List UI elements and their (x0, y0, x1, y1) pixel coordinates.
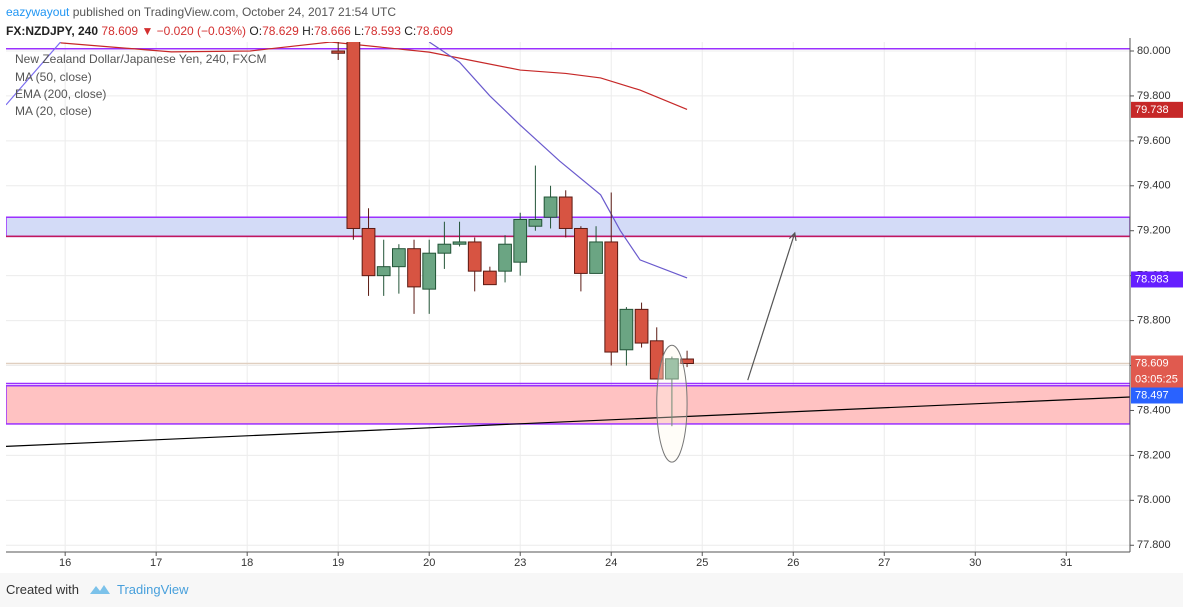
trendline (6, 396, 1130, 448)
candle-body (619, 308, 634, 351)
ohlc-label: H: (302, 24, 315, 38)
candle-body (391, 248, 406, 268)
candle-body (331, 50, 346, 54)
y-tick-label: 79.400 (1137, 180, 1171, 192)
candle-body (346, 42, 361, 229)
author[interactable]: eazywayout (6, 5, 70, 19)
price-label: 78.983 (1135, 273, 1169, 285)
legend-entry: MA (50, close) (15, 70, 92, 84)
footer: Created with TradingView (0, 573, 1183, 607)
candle-body (528, 218, 543, 227)
price-label-bg (1131, 355, 1183, 372)
ohlc-value: 78.629 (262, 24, 299, 38)
candle-body (407, 248, 421, 288)
candle-body (376, 266, 391, 277)
price-label-bg (1131, 101, 1183, 118)
x-tick-label: 23 (514, 557, 526, 569)
footer-brand[interactable]: TradingView (117, 582, 189, 597)
legend-entry: MA (20, close) (15, 104, 92, 118)
y-tick-label: 79.600 (1137, 135, 1171, 147)
x-tick-label: 24 (605, 557, 617, 569)
ohlc: O:78.629 H:78.666 L:78.593 C:78.609 (249, 24, 453, 38)
y-tick-label: 79.200 (1137, 225, 1171, 237)
chart-title: New Zealand Dollar/Japanese Yen, 240, FX… (15, 52, 266, 66)
change: ▼ −0.020 (−0.03%) (141, 24, 247, 38)
candle-body (361, 227, 376, 277)
price-label-bg (1131, 387, 1183, 404)
candle-body (513, 218, 528, 263)
ohlc-value: 78.593 (364, 24, 401, 38)
highlight-ellipse (656, 344, 688, 463)
x-tick-label: 31 (1060, 557, 1072, 569)
header: eazywayout published on TradingView.com,… (6, 3, 453, 41)
arrow (747, 233, 795, 381)
countdown-bg (1131, 371, 1183, 388)
candle-body (498, 243, 512, 272)
y-tick-label: 79.800 (1137, 90, 1171, 102)
ohlc-value: 78.609 (416, 24, 453, 38)
candle-body (604, 241, 619, 353)
y-tick-label: 78.800 (1137, 314, 1171, 326)
candle-body (422, 252, 437, 290)
x-tick-label: 17 (150, 557, 162, 569)
candle-body (543, 196, 558, 218)
x-tick-label: 26 (787, 557, 799, 569)
x-tick-label: 25 (696, 557, 708, 569)
candle-body (437, 243, 452, 254)
ohlc-value: 78.666 (314, 24, 351, 38)
countdown: 03:05:25 (1135, 373, 1178, 385)
y-tick-label: 78.000 (1137, 494, 1171, 506)
publish-line: eazywayout published on TradingView.com,… (6, 3, 453, 22)
y-tick-label: 78.400 (1137, 404, 1171, 416)
x-tick-label: 19 (332, 557, 344, 569)
candle-body (574, 227, 588, 274)
ohlc-label: O: (249, 24, 263, 38)
footer-text: Created with (6, 582, 79, 597)
candle-body (680, 358, 694, 365)
published: published on TradingView.com, October 24… (72, 5, 397, 19)
candle-body (483, 270, 497, 286)
chart: 80.00079.80079.60079.40079.20079.00078.8… (6, 38, 1183, 569)
candle-body (634, 308, 649, 344)
candle-body (467, 241, 482, 272)
y-tick-label: 77.800 (1137, 539, 1171, 551)
y-tick-label: 80.000 (1137, 45, 1171, 57)
ma-line (428, 42, 688, 279)
x-tick-label: 20 (423, 557, 435, 569)
price-label: 78.497 (1135, 389, 1169, 401)
logo (90, 585, 110, 594)
y-tick-label: 78.200 (1137, 449, 1171, 461)
x-tick-label: 27 (878, 557, 890, 569)
legend-entry: EMA (200, close) (15, 87, 106, 101)
price-label: 78.609 (1135, 357, 1169, 369)
symbol: FX:NZDJPY, 240 (6, 24, 99, 38)
axes: 80.00079.80079.60079.40079.20079.00078.8… (6, 38, 1183, 569)
price-label: 79.738 (1135, 104, 1169, 116)
last: 78.609 (101, 24, 139, 38)
x-tick-label: 30 (969, 557, 981, 569)
ma-line (6, 42, 62, 106)
price-label-bg (1131, 271, 1183, 288)
ohlc-label: C: (404, 24, 417, 38)
x-tick-label: 16 (59, 557, 71, 569)
ohlc-label: L: (354, 24, 365, 38)
plot-area (6, 42, 1130, 552)
candle-body (452, 241, 467, 245)
x-tick-label: 18 (241, 557, 253, 569)
quote-line: FX:NZDJPY, 240 78.609 ▼ −0.020 (−0.03%) … (6, 22, 453, 41)
candle-body (558, 196, 573, 229)
candle-body (589, 241, 603, 274)
ma-line (60, 42, 688, 110)
candle-body (665, 358, 679, 380)
